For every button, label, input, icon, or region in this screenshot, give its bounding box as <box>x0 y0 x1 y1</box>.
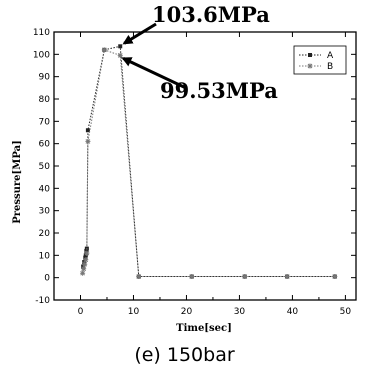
legend-label-a: A <box>327 51 334 61</box>
legend-box <box>293 45 347 75</box>
legend-marker-b <box>307 63 313 69</box>
x-axis-label: Time[sec] <box>176 323 232 334</box>
y-tick-label: 110 <box>33 28 50 38</box>
data-point-b <box>284 274 290 280</box>
x-tick-label: 20 <box>181 307 193 317</box>
y-tick-label: 0 <box>44 274 50 284</box>
y-axis-label: Pressure[MPa] <box>12 140 23 224</box>
annotation-peak-b: 99.53MPa <box>160 78 278 103</box>
data-point-a <box>118 44 123 49</box>
x-tick-label: 40 <box>287 307 299 317</box>
annotation-arrow-peak-b <box>121 57 187 90</box>
annotation-arrows <box>121 22 187 90</box>
data-point-b <box>332 274 338 280</box>
y-tick-label: 80 <box>39 95 51 105</box>
legend-label-b: B <box>327 62 333 72</box>
figure-caption: (e) 150bar <box>134 344 235 366</box>
x-tick-label: 0 <box>78 307 84 317</box>
y-tick-label: 10 <box>39 251 51 261</box>
axes: 0 10 20 30 40 50 -10 0 10 20 30 40 50 60 70 80 90 100 110 <box>33 28 357 317</box>
data-point-b <box>117 52 123 58</box>
x-tick-label: 50 <box>340 307 352 317</box>
series-layer <box>80 44 338 280</box>
y-tick-label: 20 <box>39 229 51 239</box>
data-point-b <box>136 274 142 280</box>
annotation-peak-a: 103.6MPa <box>152 2 270 27</box>
legend: AB <box>293 45 347 75</box>
data-point-a <box>83 255 88 260</box>
annotation-arrow-peak-a <box>122 22 157 45</box>
y-tick-label: 70 <box>39 117 51 127</box>
data-point-b <box>101 47 107 53</box>
data-point-a <box>85 128 90 133</box>
y-tick-label: 60 <box>39 140 51 150</box>
data-point-b <box>242 274 248 280</box>
y-tick-label: 100 <box>33 50 50 60</box>
y-tick-label: 30 <box>39 207 51 217</box>
x-tick-label: 30 <box>234 307 246 317</box>
data-point-b <box>84 250 90 256</box>
data-point-b <box>81 266 87 272</box>
data-point-b <box>189 274 195 280</box>
data-point-b <box>83 257 89 263</box>
y-tick-label: 40 <box>39 184 51 194</box>
data-point-b <box>85 138 91 144</box>
data-point-b <box>82 261 88 267</box>
data-point-a <box>84 248 89 253</box>
data-point-a <box>83 253 88 258</box>
x-tick-label: 10 <box>128 307 140 317</box>
y-tick-label: 50 <box>39 162 51 172</box>
y-tick-label: -10 <box>35 296 50 306</box>
data-point-b <box>80 270 86 276</box>
legend-marker-a <box>308 53 312 57</box>
y-tick-label: 90 <box>39 73 51 83</box>
